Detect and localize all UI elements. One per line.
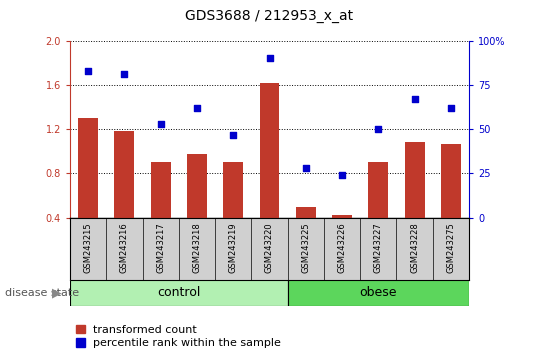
Point	[120, 72, 129, 77]
Point	[84, 68, 93, 74]
Text: GSM243228: GSM243228	[410, 223, 419, 273]
Text: ▶: ▶	[52, 287, 61, 299]
Point	[338, 172, 347, 178]
Text: control: control	[157, 286, 201, 299]
Text: GSM243217: GSM243217	[156, 223, 165, 273]
Text: GDS3688 / 212953_x_at: GDS3688 / 212953_x_at	[185, 9, 354, 23]
Point	[229, 132, 238, 137]
Bar	[296, 207, 316, 218]
Point	[410, 96, 419, 102]
Bar	[114, 131, 134, 218]
Bar	[70, 280, 288, 306]
Bar	[368, 162, 388, 218]
Text: GSM243218: GSM243218	[192, 223, 202, 273]
Text: obese: obese	[360, 286, 397, 299]
Point	[265, 56, 274, 61]
Text: GSM243220: GSM243220	[265, 223, 274, 273]
Text: GSM243225: GSM243225	[301, 223, 310, 273]
Bar	[187, 154, 207, 218]
Text: GSM243215: GSM243215	[84, 223, 93, 273]
Text: GSM243227: GSM243227	[374, 223, 383, 273]
Bar	[78, 118, 98, 218]
Legend: transformed count, percentile rank within the sample: transformed count, percentile rank withi…	[75, 325, 281, 348]
Point	[156, 121, 165, 127]
Point	[374, 126, 383, 132]
Point	[192, 105, 201, 111]
Point	[301, 165, 310, 171]
Bar	[260, 83, 279, 218]
Bar	[441, 144, 461, 218]
Text: GSM243275: GSM243275	[446, 223, 455, 273]
Bar	[332, 216, 352, 218]
Text: GSM243226: GSM243226	[337, 223, 347, 273]
Bar	[151, 162, 171, 218]
Bar	[223, 162, 243, 218]
Text: GSM243216: GSM243216	[120, 223, 129, 273]
Text: disease state: disease state	[5, 288, 80, 298]
Bar	[288, 280, 469, 306]
Text: GSM243219: GSM243219	[229, 223, 238, 273]
Point	[446, 105, 455, 111]
Bar	[405, 143, 425, 218]
